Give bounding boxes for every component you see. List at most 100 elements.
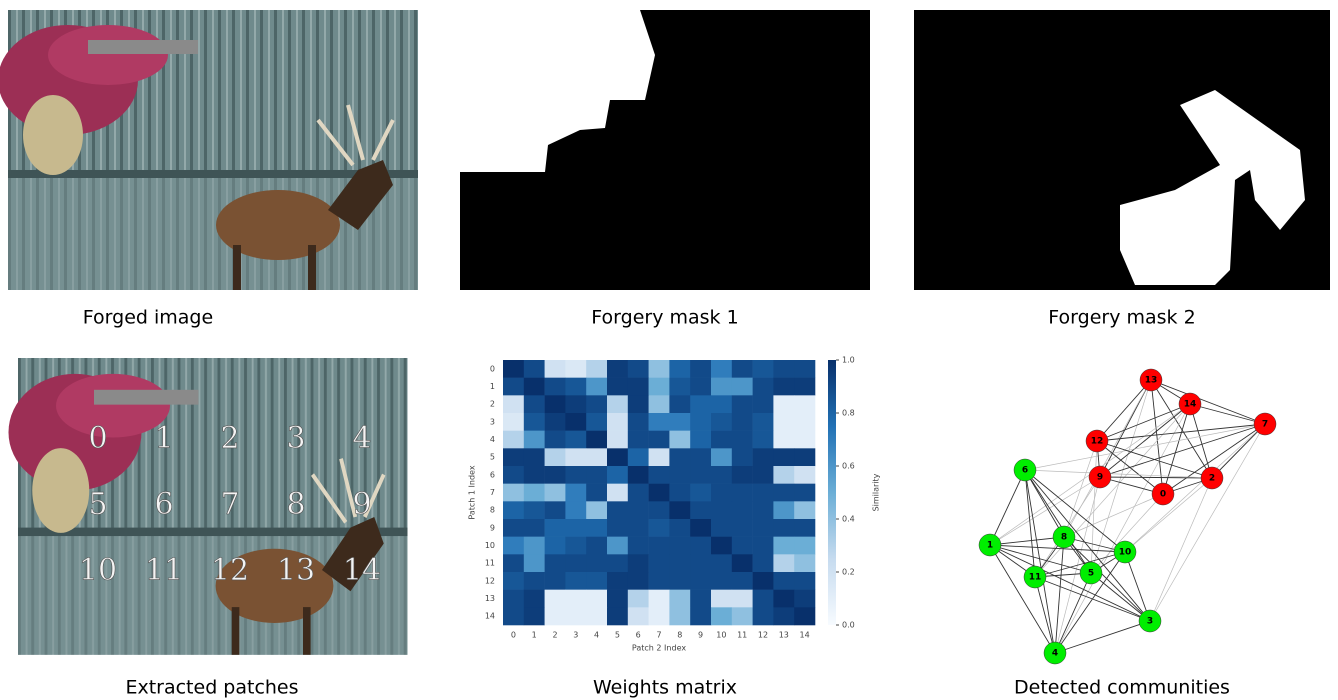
node-label: 3	[1147, 617, 1153, 627]
x-tick-label: 5	[615, 631, 620, 640]
cell	[794, 448, 815, 466]
cell	[690, 590, 711, 608]
cell	[607, 501, 628, 519]
cell	[524, 360, 545, 378]
y-tick-label: 0	[490, 364, 495, 373]
cell	[524, 466, 545, 484]
y-tick-label: 14	[485, 612, 495, 621]
patch-label: 13	[277, 553, 315, 588]
cell	[503, 378, 524, 396]
cell	[649, 572, 670, 590]
cell	[690, 607, 711, 625]
cell	[565, 501, 586, 519]
edge	[1190, 404, 1265, 424]
cell	[794, 466, 815, 484]
cell	[690, 431, 711, 449]
cell	[690, 519, 711, 537]
cell	[503, 590, 524, 608]
heatmap: 0123456789101112131401234567891011121314…	[468, 356, 881, 653]
cell	[794, 607, 815, 625]
cell	[711, 378, 732, 396]
cell	[794, 484, 815, 502]
cell	[711, 607, 732, 625]
y-tick-label: 1	[490, 382, 495, 391]
colorbar-label: Similarity	[872, 473, 881, 511]
cell	[773, 466, 794, 484]
patch-label: 2	[220, 421, 239, 456]
cell	[753, 572, 774, 590]
cell	[669, 413, 690, 431]
cell	[649, 501, 670, 519]
cell	[711, 501, 732, 519]
node-label: 6	[1022, 466, 1028, 476]
cell	[524, 484, 545, 502]
cell	[669, 537, 690, 555]
edge	[1151, 380, 1265, 424]
cell	[753, 554, 774, 572]
cell	[649, 607, 670, 625]
node-label: 14	[1184, 400, 1197, 410]
cell	[586, 607, 607, 625]
cell	[628, 395, 649, 413]
cell	[773, 431, 794, 449]
cell	[628, 537, 649, 555]
x-tick-label: 10	[716, 631, 726, 640]
cell	[649, 554, 670, 572]
edge	[1064, 537, 1150, 621]
y-tick-label: 11	[485, 559, 495, 568]
cell	[545, 378, 566, 396]
cell	[669, 431, 690, 449]
cell	[503, 501, 524, 519]
cell	[773, 501, 794, 519]
caption: Forged image	[83, 307, 213, 329]
cell	[794, 360, 815, 378]
cell	[773, 572, 794, 590]
cell	[565, 395, 586, 413]
cell	[503, 484, 524, 502]
cell	[565, 360, 586, 378]
cell	[732, 501, 753, 519]
cell	[649, 537, 670, 555]
cell	[524, 501, 545, 519]
cell	[794, 554, 815, 572]
cell	[690, 466, 711, 484]
x-tick-label: 3	[573, 631, 578, 640]
cell	[586, 572, 607, 590]
cell	[669, 590, 690, 608]
caption: Forgery mask 2	[1048, 307, 1195, 329]
cell	[545, 466, 566, 484]
cell	[711, 554, 732, 572]
cell	[753, 590, 774, 608]
cell	[649, 395, 670, 413]
cell	[773, 554, 794, 572]
node-label: 13	[1145, 376, 1158, 386]
patch-label: 9	[352, 487, 371, 522]
cell	[586, 413, 607, 431]
cell	[669, 378, 690, 396]
patch-label: 10	[79, 553, 117, 588]
cell	[669, 360, 690, 378]
cell	[669, 501, 690, 519]
cell	[628, 519, 649, 537]
y-tick-label: 8	[490, 506, 495, 515]
cell	[732, 378, 753, 396]
patch-label: 1	[154, 421, 173, 456]
cell	[524, 378, 545, 396]
cell	[794, 431, 815, 449]
cell	[586, 519, 607, 537]
cell	[690, 554, 711, 572]
node-label: 0	[1160, 490, 1166, 500]
y-axis-label: Patch 1 Index	[468, 465, 477, 519]
page: {"forged_image": {"caption": "Forged ima…	[0, 0, 1338, 700]
colorbar-tick-label: 0.6	[842, 462, 855, 471]
edge	[1055, 621, 1150, 653]
cell	[732, 466, 753, 484]
cell	[732, 395, 753, 413]
cell	[586, 360, 607, 378]
cell	[794, 572, 815, 590]
cell	[545, 501, 566, 519]
cell	[690, 413, 711, 431]
cell	[607, 378, 628, 396]
edge	[1025, 424, 1265, 470]
cell	[503, 360, 524, 378]
